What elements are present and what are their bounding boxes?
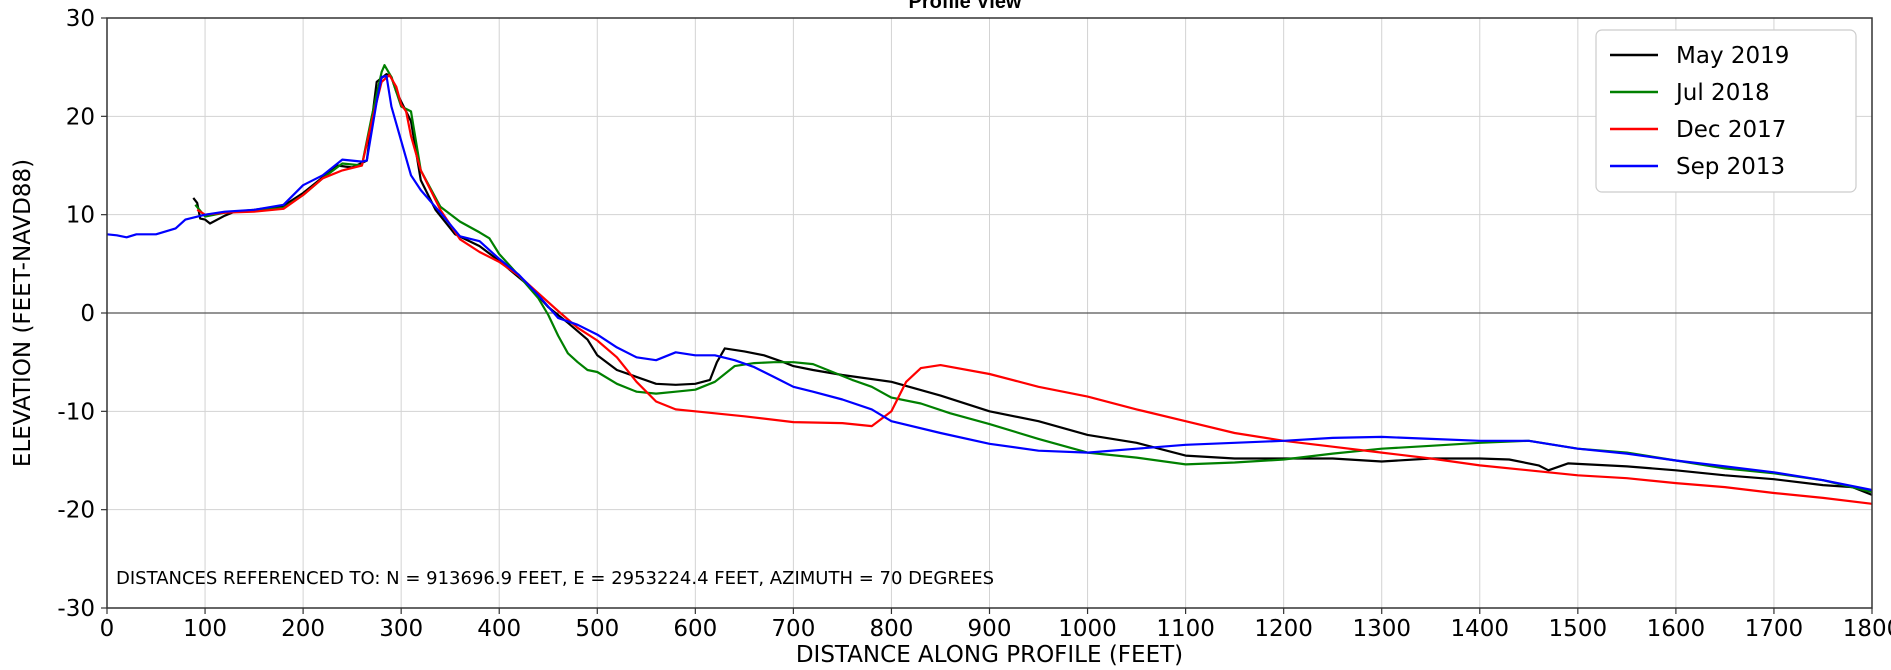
x-tick-label: 1100 [1156, 616, 1215, 642]
x-tick-label: 900 [968, 616, 1012, 642]
legend: May 2019 Jul 2018 Dec 2017 Sep 2013 [1595, 29, 1857, 193]
x-tick-label: 1000 [1058, 616, 1117, 642]
x-tick-label: 300 [379, 616, 423, 642]
x-tick-label: 600 [673, 616, 717, 642]
x-tick-label: 500 [575, 616, 619, 642]
y-tick-label: -10 [57, 399, 95, 425]
x-tick-label: 1800 [1843, 616, 1891, 642]
x-tick-label: 700 [771, 616, 815, 642]
x-axis-title: DISTANCE ALONG PROFILE (FEET) [796, 642, 1183, 668]
x-tick-label: 400 [477, 616, 521, 642]
y-tick-label: -20 [57, 498, 95, 524]
chart-title: Profile View [908, 0, 1021, 13]
reference-annotation: DISTANCES REFERENCED TO: N = 913696.9 FE… [116, 568, 994, 589]
legend-box [1595, 29, 1857, 193]
x-tick-label: 800 [869, 616, 913, 642]
y-axis-ticks: -30 -20 -10 0 10 20 30 [57, 6, 107, 622]
y-tick-label: 30 [66, 6, 95, 32]
y-axis-title: ELEVATION (FEET-NAVD88) [10, 159, 36, 467]
legend-label: Dec 2017 [1676, 117, 1786, 143]
series-layer [106, 64, 1873, 505]
series-line-jul-2018 [194, 64, 1873, 494]
x-tick-label: 1700 [1745, 616, 1804, 642]
y-tick-label: 0 [80, 301, 95, 327]
legend-label: Sep 2013 [1676, 154, 1785, 180]
y-tick-label: -30 [57, 596, 95, 622]
series-line-sep-2013 [106, 74, 1873, 492]
x-axis-ticks: 0 100 200 300 400 500 600 700 800 900 1000 1100 1200… [100, 608, 1891, 642]
x-tick-label: 100 [183, 616, 227, 642]
y-tick-label: 20 [66, 104, 95, 130]
x-tick-label: 1300 [1352, 616, 1411, 642]
x-tick-label: 1500 [1549, 616, 1608, 642]
x-tick-label: 1600 [1647, 616, 1706, 642]
legend-label: May 2019 [1676, 43, 1789, 69]
x-tick-label: 0 [100, 616, 115, 642]
legend-label: Jul 2018 [1674, 80, 1770, 106]
x-tick-label: 200 [281, 616, 325, 642]
y-tick-label: 10 [66, 203, 95, 229]
x-tick-label: 1200 [1254, 616, 1313, 642]
x-tick-label: 1400 [1451, 616, 1510, 642]
